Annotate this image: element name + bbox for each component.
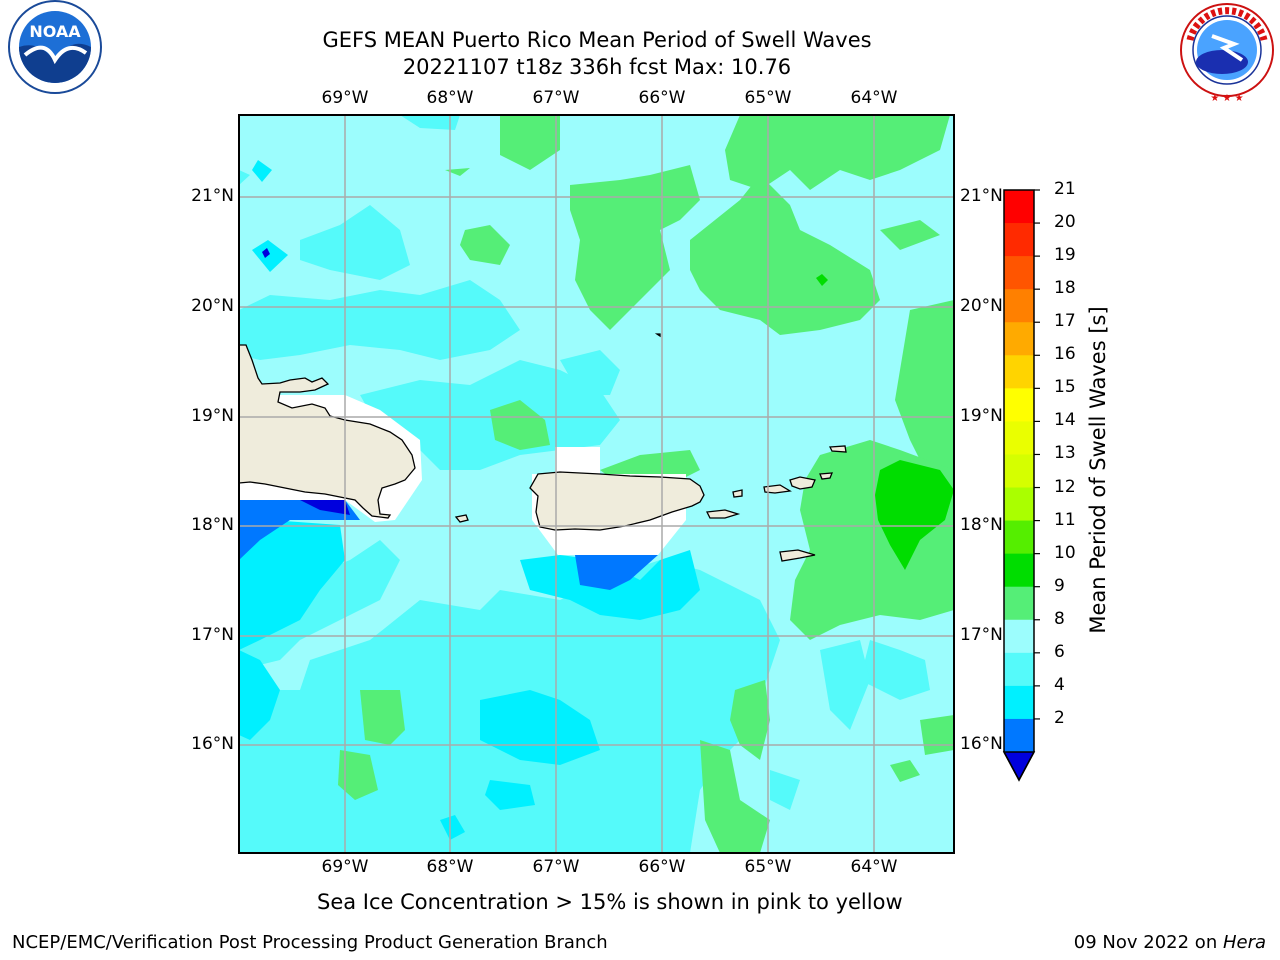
period-9-10s-regions bbox=[338, 115, 954, 853]
colorbar-segment-8 bbox=[1004, 454, 1034, 489]
lon-label-bottom-68w: 68°W bbox=[426, 857, 474, 877]
lat-label-left-18n: 18°N bbox=[191, 515, 234, 535]
colorbar-tick-label: 13 bbox=[1054, 443, 1076, 464]
colorbar-segment-13 bbox=[1004, 619, 1034, 654]
colorbar-segment-10 bbox=[1004, 520, 1034, 555]
colorbar-tick-label: 6 bbox=[1054, 641, 1065, 662]
colorbar-tick-label: 21 bbox=[1054, 179, 1076, 199]
noaa-logo-text: NOAA bbox=[29, 22, 81, 41]
colorbar-segment-2 bbox=[1004, 256, 1034, 290]
lon-label-top-64w: 64°W bbox=[850, 88, 898, 108]
colorbar-tick-label: 18 bbox=[1054, 278, 1076, 299]
lat-label-left-16n: 16°N bbox=[191, 734, 234, 754]
footer-date-text: 09 Nov 2022 on bbox=[1073, 932, 1223, 953]
lon-label-top-69w: 69°W bbox=[321, 88, 369, 108]
colorbar-tick-label: 16 bbox=[1054, 344, 1076, 365]
colorbar-tick-label: 8 bbox=[1054, 608, 1065, 629]
colorbar-segment-11 bbox=[1004, 553, 1034, 588]
small-islands bbox=[454, 333, 847, 562]
colorbar-title: Mean Period of Swell Waves [s] bbox=[1086, 306, 1110, 634]
lat-label-left-19n: 19°N bbox=[191, 406, 234, 426]
lat-label-left-21n: 21°N bbox=[191, 186, 234, 206]
sea-ice-note-text: Sea Ice Concentration > 15% is shown in … bbox=[317, 890, 903, 914]
colorbar-tick-label: 12 bbox=[1054, 476, 1076, 497]
colorbar-segment-5 bbox=[1004, 355, 1034, 389]
colorbar-tick-label: 11 bbox=[1054, 509, 1076, 530]
lon-label-top-68w: 68°W bbox=[426, 88, 474, 108]
lat-label-right-19n: 19°N bbox=[960, 406, 1003, 426]
period-2-4s-regions bbox=[239, 500, 658, 590]
colorbar-frame bbox=[1003, 189, 1035, 782]
colorbar-tick-label: 20 bbox=[1054, 212, 1076, 233]
colorbar-segment-9 bbox=[1004, 487, 1034, 522]
colorbar-segment-4 bbox=[1004, 322, 1034, 356]
graticule bbox=[239, 115, 954, 853]
lon-label-bottom-64w: 64°W bbox=[850, 857, 898, 877]
colorbar bbox=[1002, 189, 1040, 782]
map-frame bbox=[238, 114, 955, 854]
colorbar-segment-0 bbox=[1004, 190, 1034, 224]
colorbar-tick-label: 19 bbox=[1054, 245, 1076, 266]
nws-logo: ★ ★ ★ bbox=[1180, 3, 1274, 104]
lat-label-right-18n: 18°N bbox=[960, 515, 1003, 535]
colorbar-segment-1 bbox=[1004, 223, 1034, 257]
period-under-2s-region bbox=[300, 500, 350, 515]
lat-label-left-17n: 17°N bbox=[191, 625, 234, 645]
map-subtitle: 20221107 t18z 336h fcst Max: 10.76 bbox=[402, 55, 792, 79]
noaa-logo: NOAA bbox=[8, 0, 102, 94]
lon-label-bottom-66w: 66°W bbox=[638, 857, 686, 877]
footer-date: 09 Nov 2022 on Hera bbox=[1074, 932, 1266, 953]
footer-credit: NCEP/EMC/Verification Post Processing Pr… bbox=[12, 932, 608, 953]
lon-label-bottom-67w: 67°W bbox=[532, 857, 580, 877]
lon-label-bottom-65w: 65°W bbox=[744, 857, 792, 877]
colorbar-segment-6 bbox=[1004, 388, 1034, 422]
puerto-rico-land bbox=[529, 471, 705, 531]
colorbar-segment-12 bbox=[1004, 586, 1034, 621]
lon-label-bottom-69w: 69°W bbox=[321, 857, 369, 877]
lon-label-top-67w: 67°W bbox=[532, 88, 580, 108]
colorbar-segment-16 bbox=[1004, 718, 1034, 753]
lon-label-top-65w: 65°W bbox=[744, 88, 792, 108]
colorbar-segment-7 bbox=[1004, 421, 1034, 455]
lat-label-right-21n: 21°N bbox=[960, 186, 1003, 206]
colorbar-segment-3 bbox=[1004, 289, 1034, 323]
colorbar-tick-label: 14 bbox=[1054, 410, 1076, 431]
colorbar-tick-label: 15 bbox=[1054, 377, 1076, 398]
lat-label-right-20n: 20°N bbox=[960, 296, 1003, 316]
lat-label-right-16n: 16°N bbox=[960, 734, 1003, 754]
lon-label-top-66w: 66°W bbox=[638, 88, 686, 108]
colorbar-tick-label: 4 bbox=[1054, 674, 1065, 695]
footer-machine: Hera bbox=[1222, 932, 1266, 953]
lat-label-right-17n: 17°N bbox=[960, 625, 1003, 645]
colorbar-under-arrow bbox=[1002, 751, 1036, 782]
colorbar-tick-label: 17 bbox=[1054, 311, 1076, 332]
colorbar-segment-14 bbox=[1004, 652, 1034, 687]
period-4-6s-regions bbox=[239, 160, 700, 840]
svg-text:★ ★ ★: ★ ★ ★ bbox=[1210, 93, 1243, 104]
colorbar-tick-label: 2 bbox=[1054, 707, 1065, 728]
colorbar-tick-label: 10 bbox=[1054, 542, 1076, 563]
map-title: GEFS MEAN Puerto Rico Mean Period of Swe… bbox=[322, 28, 872, 52]
colorbar-tick-label: 9 bbox=[1054, 575, 1065, 596]
colorbar-segment-15 bbox=[1004, 685, 1034, 720]
lat-label-left-20n: 20°N bbox=[191, 296, 234, 316]
period-10-11s-region bbox=[875, 460, 954, 570]
